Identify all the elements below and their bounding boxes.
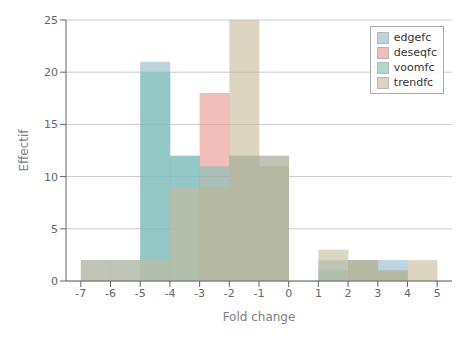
svg-text:-6: -6 xyxy=(105,287,116,300)
svg-text:4: 4 xyxy=(404,287,411,300)
svg-text:2: 2 xyxy=(345,287,352,300)
html-text:deseqfc: deseqfc xyxy=(393,46,437,59)
svg-text:-3: -3 xyxy=(194,287,205,300)
svg-text:Effectif: Effectif xyxy=(17,129,31,172)
svg-text:0: 0 xyxy=(51,275,58,288)
svg-text:0: 0 xyxy=(285,287,292,300)
svg-text:Fold change: Fold change xyxy=(223,310,296,324)
html-text:voomfc: voomfc xyxy=(393,61,435,74)
svg-text:-2: -2 xyxy=(224,287,235,300)
svg-text:5: 5 xyxy=(434,287,441,300)
svg-text:10: 10 xyxy=(44,171,58,184)
svg-text:3: 3 xyxy=(374,287,381,300)
svg-text:-5: -5 xyxy=(135,287,146,300)
html-text:edgefc: edgefc xyxy=(393,31,432,44)
svg-text:25: 25 xyxy=(44,14,58,27)
html-text:trendfc: trendfc xyxy=(393,76,434,89)
svg-text:20: 20 xyxy=(44,66,58,79)
svg-text:-1: -1 xyxy=(254,287,265,300)
svg-text:15: 15 xyxy=(44,118,58,131)
svg-text:-7: -7 xyxy=(75,287,86,300)
svg-text:1: 1 xyxy=(315,287,322,300)
svg-text:5: 5 xyxy=(51,223,58,236)
svg-text:-4: -4 xyxy=(164,287,175,300)
